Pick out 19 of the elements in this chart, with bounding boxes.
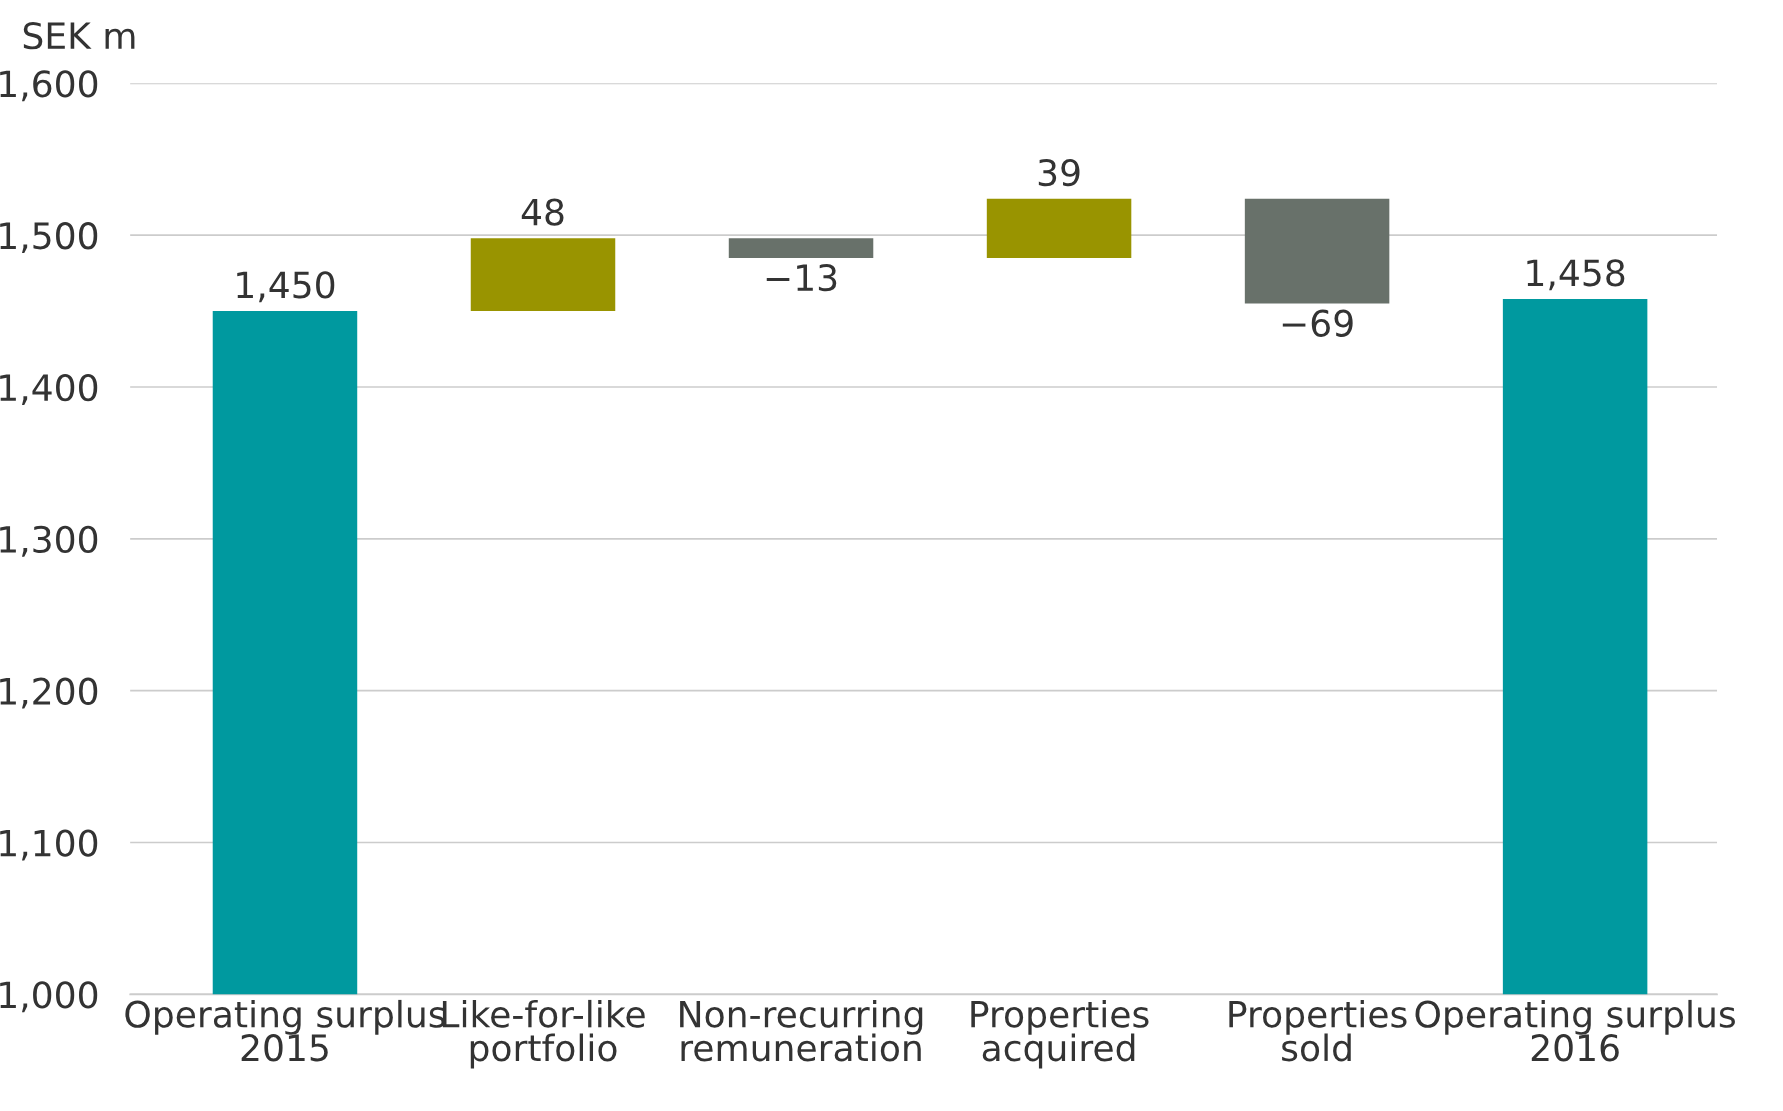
data-label: −13 <box>766 264 837 292</box>
y-tick-label: 1,300 <box>0 525 98 557</box>
data-label: 1,458 <box>1527 259 1625 291</box>
data-label: 1,450 <box>237 271 335 303</box>
x-tick-label: Operating surplus 2016 <box>1415 999 1735 1062</box>
x-tick-label: Properties sold <box>1229 999 1407 1062</box>
data-label: 48 <box>521 198 564 226</box>
data-label: −69 <box>1282 309 1353 337</box>
y-tick-label: 1,100 <box>0 829 98 861</box>
data-label: 39 <box>1038 158 1080 187</box>
y-axis-title: SEK m <box>23 22 135 50</box>
x-tick-label: Properties acquired <box>971 999 1149 1069</box>
y-tick-label: 1,600 <box>0 70 98 102</box>
y-tick-label: 1,400 <box>0 373 98 405</box>
x-tick-label: Like-for-like portfolio <box>442 999 645 1069</box>
y-tick-label: 1,500 <box>0 222 98 254</box>
y-tick-label: 1,000 <box>0 981 98 1013</box>
x-tick-label: Non-recurring remuneration <box>680 999 923 1062</box>
y-tick-label: 1,200 <box>0 677 98 709</box>
